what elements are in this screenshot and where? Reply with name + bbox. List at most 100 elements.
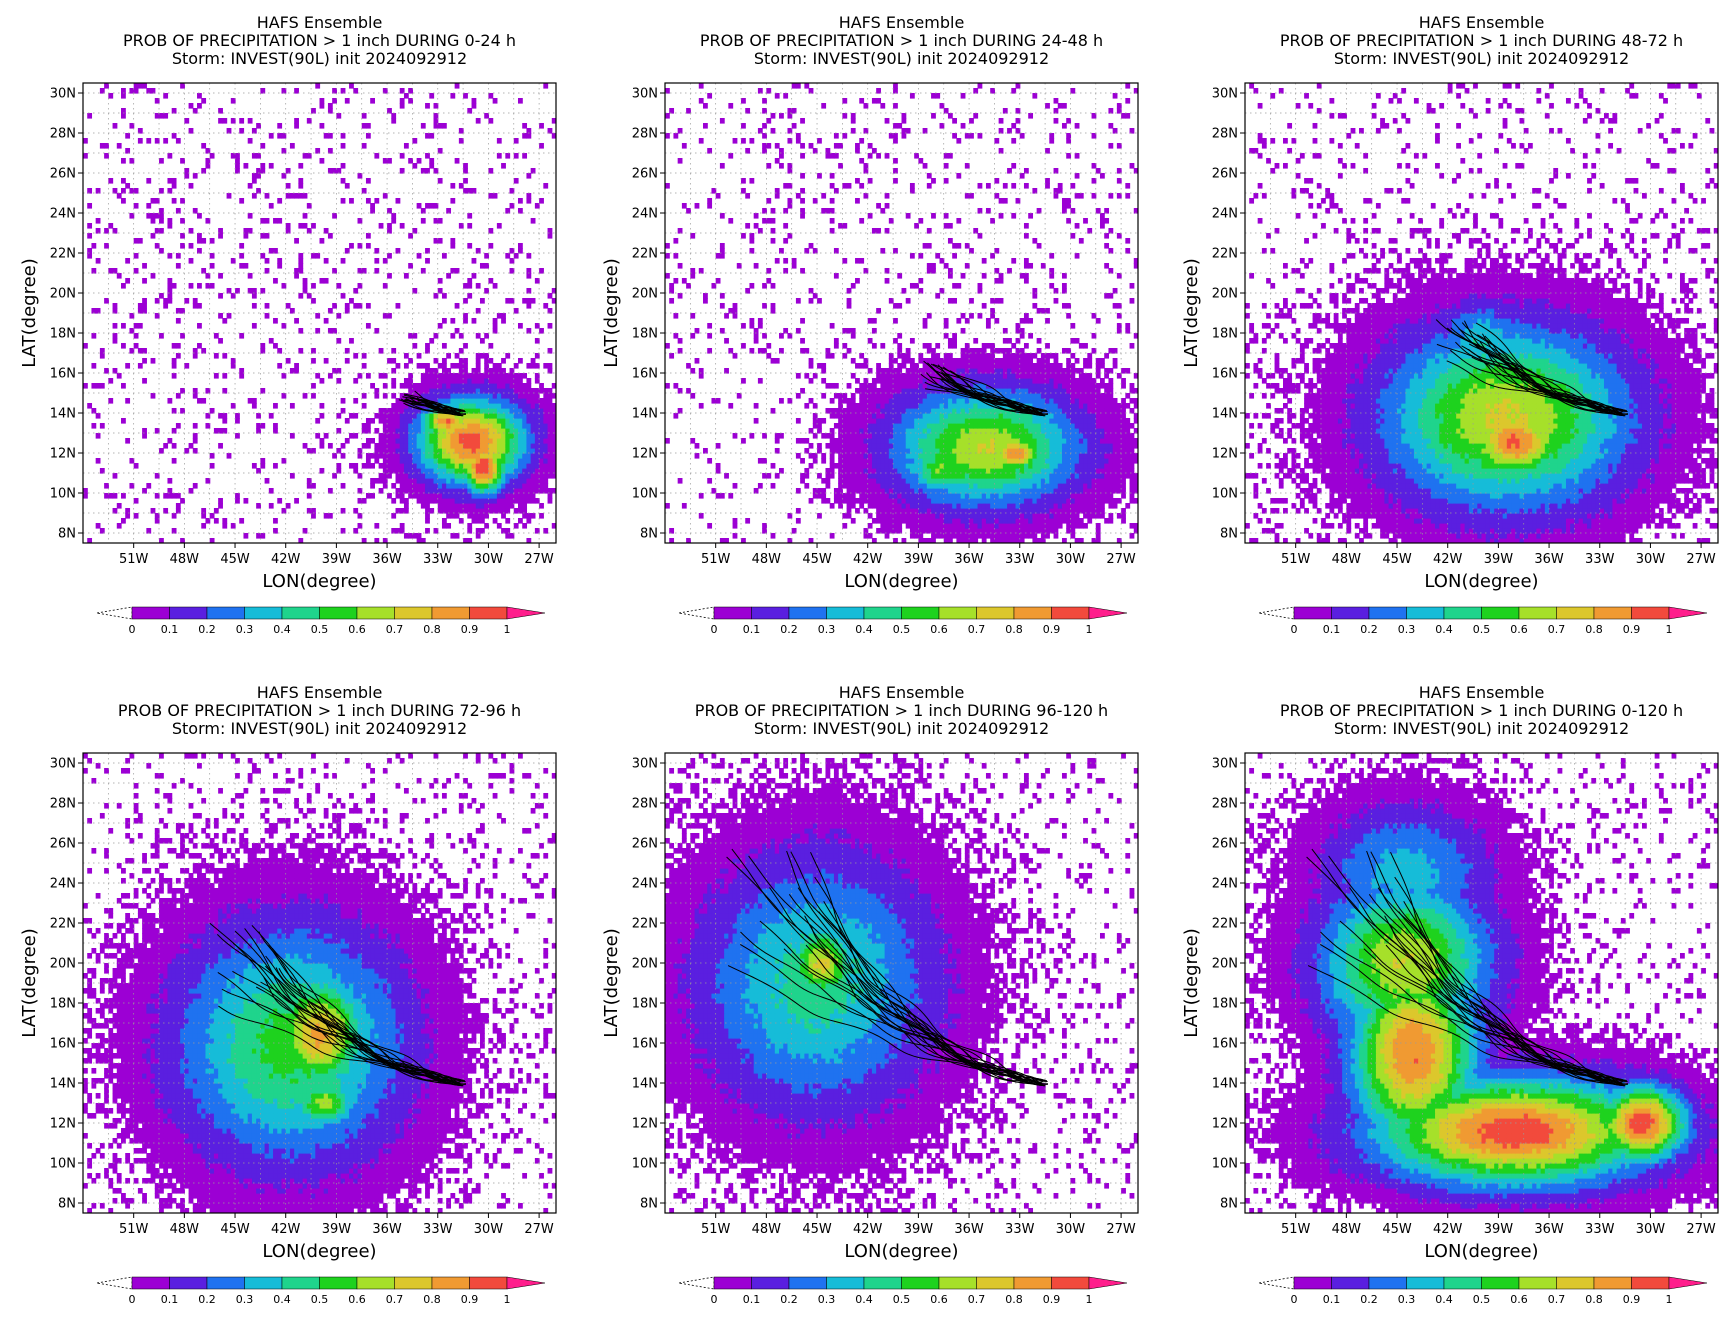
probability-cell (977, 478, 983, 484)
probability-cell (1099, 488, 1105, 494)
probability-cell (509, 373, 515, 379)
probability-cell (99, 468, 105, 474)
probability-cell (1057, 488, 1063, 494)
probability-cell (977, 408, 983, 414)
probability-cell (850, 488, 856, 494)
probability-cell (1045, 408, 1050, 414)
probability-cell (994, 383, 1000, 389)
probability-cell (838, 403, 843, 409)
probability-cell (1095, 503, 1101, 509)
probability-cell (909, 463, 915, 469)
probability-cell (804, 403, 810, 409)
probability-cell (1112, 413, 1118, 419)
probability-cell (416, 498, 422, 504)
probability-cell (1057, 493, 1063, 499)
probability-cell (180, 218, 185, 224)
probability-cell (433, 113, 439, 119)
y-tick-label: 26N (50, 167, 76, 182)
probability-cell (1061, 368, 1067, 374)
probability-cell (1007, 348, 1012, 354)
probability-cell (505, 508, 511, 514)
probability-cell (893, 338, 898, 344)
probability-cell (774, 433, 780, 439)
probability-cell (931, 538, 936, 543)
probability-cell (1112, 363, 1118, 369)
probability-cell (842, 443, 848, 449)
probability-cell (467, 408, 473, 414)
probability-cell (1074, 383, 1080, 389)
probability-cell (509, 268, 515, 274)
probability-cell (901, 418, 907, 424)
probability-cell (817, 443, 822, 449)
probability-cell (378, 443, 384, 449)
probability-cell (812, 458, 818, 464)
probability-cell (171, 108, 177, 114)
probability-cell (901, 438, 907, 444)
probability-cell (1023, 368, 1029, 374)
probability-cell (357, 218, 363, 224)
probability-cell (817, 428, 822, 434)
probability-cell (918, 373, 924, 379)
probability-cell (306, 228, 312, 234)
probability-cell (209, 513, 215, 519)
probability-cell (1095, 433, 1101, 439)
probability-cell (1066, 463, 1072, 469)
probability-cell (1087, 353, 1093, 359)
probability-cell (522, 523, 528, 529)
probability-cell (690, 333, 696, 339)
probability-cell (530, 468, 536, 474)
probability-cell (1057, 428, 1063, 434)
probability-cell (893, 538, 898, 543)
probability-cell (146, 528, 152, 534)
probability-cell (994, 523, 1000, 529)
probability-cell (918, 353, 924, 359)
probability-cell (947, 463, 953, 469)
probability-cell (277, 258, 283, 264)
probability-cell (374, 428, 380, 434)
probability-cell (926, 503, 932, 509)
probability-cell (222, 318, 228, 324)
probability-cell (496, 453, 502, 459)
probability-cell (969, 378, 974, 384)
probability-cell (1108, 388, 1114, 394)
probability-cell (964, 403, 970, 409)
probability-cell (1074, 413, 1080, 419)
probability-cell (867, 458, 873, 464)
probability-cell (1066, 433, 1072, 439)
probability-cell (846, 418, 852, 424)
probability-cell (547, 348, 553, 354)
probability-cell (416, 463, 422, 469)
probability-cell (446, 413, 452, 419)
probability-cell (821, 393, 827, 399)
probability-cell (391, 443, 397, 449)
probability-cell (403, 408, 409, 414)
probability-cell (429, 483, 435, 489)
probability-cell (420, 393, 426, 399)
probability-cell (1095, 473, 1101, 479)
probability-cell (808, 463, 814, 469)
probability-cell (197, 93, 202, 99)
probability-cell (496, 413, 502, 419)
probability-cell (475, 458, 481, 464)
probability-cell (935, 468, 941, 474)
probability-cell (446, 498, 452, 504)
probability-cell (408, 233, 414, 239)
probability-cell (230, 118, 236, 124)
probability-cell (1104, 388, 1110, 394)
probability-cell (517, 508, 523, 514)
probability-cell (230, 258, 236, 264)
probability-cell (1045, 488, 1050, 494)
probability-cell (1083, 513, 1088, 519)
probability-cell (121, 518, 126, 524)
probability-cell (1108, 453, 1114, 459)
probability-cell (488, 493, 494, 499)
probability-cell (1066, 443, 1072, 449)
probability-cell (509, 383, 515, 389)
probability-cell (121, 88, 126, 94)
probability-cell (918, 418, 924, 424)
probability-cell (736, 393, 742, 399)
probability-cell (446, 423, 452, 429)
probability-cell (471, 413, 477, 419)
probability-cell (543, 388, 549, 394)
probability-cell (1087, 473, 1093, 479)
